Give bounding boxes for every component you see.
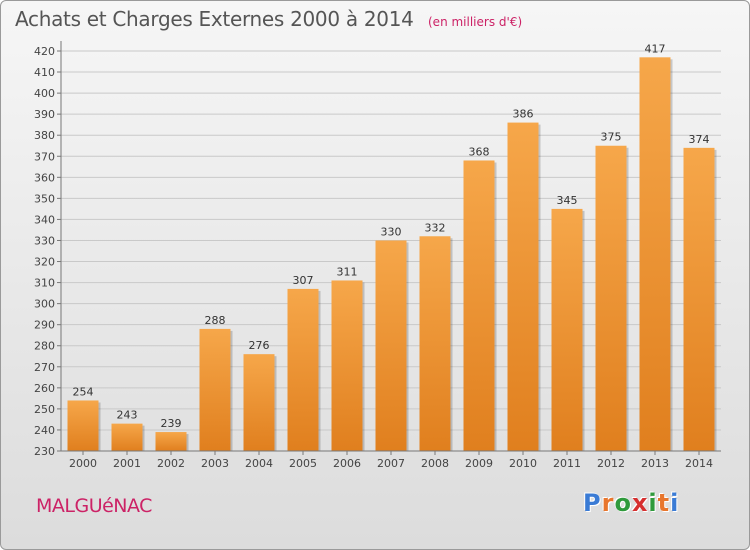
bar xyxy=(595,145,627,451)
logo-letter: x xyxy=(631,489,649,517)
bars xyxy=(67,57,717,451)
bar xyxy=(551,208,583,451)
y-tick-label: 240 xyxy=(34,424,55,437)
y-tick-label: 390 xyxy=(34,108,55,121)
logo-letter: o xyxy=(614,489,632,517)
x-tick-label: 2006 xyxy=(333,457,361,470)
y-tick-label: 260 xyxy=(34,382,55,395)
x-tick-label: 2014 xyxy=(685,457,713,470)
x-tick-label: 2009 xyxy=(465,457,493,470)
bar-value-label: 330 xyxy=(381,225,402,238)
y-tick-label: 230 xyxy=(34,445,55,458)
bar xyxy=(507,122,539,451)
logo-letter: i xyxy=(670,489,680,517)
y-axis: 230 240 250 260 270 280 290 300 310 320 330 340 350 3… xyxy=(34,41,62,458)
x-tick-label: 2008 xyxy=(421,457,449,470)
x-tick-label: 2005 xyxy=(289,457,317,470)
y-tick-label: 370 xyxy=(34,150,55,163)
x-tick-label: 2003 xyxy=(201,457,229,470)
value-labels: 254 243 239 288 276 307 311 330 332 368 386 345 375 4… xyxy=(73,42,710,430)
y-tick-label: 250 xyxy=(34,403,55,416)
bar-value-label: 345 xyxy=(557,194,578,207)
y-tick-label: 270 xyxy=(34,361,55,374)
bar xyxy=(67,400,99,451)
bar xyxy=(419,236,451,451)
x-tick-label: 2001 xyxy=(113,457,141,470)
bar xyxy=(155,432,187,451)
proxiti-logo: Proxiti xyxy=(583,489,679,517)
bar-value-label: 288 xyxy=(205,314,226,327)
y-tick-label: 400 xyxy=(34,87,55,100)
bar xyxy=(287,288,319,451)
y-tick-label: 350 xyxy=(34,192,55,205)
chart-subtitle: (en milliers d'€) xyxy=(428,15,523,29)
bar xyxy=(375,240,407,451)
bar xyxy=(463,160,495,451)
y-tick-label: 340 xyxy=(34,213,55,226)
y-tick-label: 420 xyxy=(34,45,55,58)
x-tick-label: 2002 xyxy=(157,457,185,470)
bar xyxy=(331,280,363,451)
x-tick-label: 2004 xyxy=(245,457,273,470)
bar xyxy=(683,147,715,451)
title-row: Achats et Charges Externes 2000 à 2014 (… xyxy=(15,7,522,31)
y-tick-label: 380 xyxy=(34,129,55,142)
bar-value-label: 311 xyxy=(337,265,358,278)
bar xyxy=(199,328,231,451)
bar-value-label: 417 xyxy=(645,42,666,55)
bar-value-label: 254 xyxy=(73,385,94,398)
bar xyxy=(243,354,275,451)
y-tick-label: 330 xyxy=(34,234,55,247)
x-tick-label: 2007 xyxy=(377,457,405,470)
logo-letter: r xyxy=(601,489,615,517)
y-tick-label: 310 xyxy=(34,277,55,290)
bar-value-label: 374 xyxy=(689,133,710,146)
y-tick-label: 280 xyxy=(34,340,55,353)
bar-value-label: 307 xyxy=(293,274,314,287)
y-tick-label: 300 xyxy=(34,298,55,311)
y-tick-label: 320 xyxy=(34,256,55,269)
x-tick-label: 2011 xyxy=(553,457,581,470)
bar-value-label: 375 xyxy=(601,131,622,144)
bar-value-label: 276 xyxy=(249,339,270,352)
commune-name: MALGUéNAC xyxy=(36,495,152,517)
y-tick-label: 290 xyxy=(34,319,55,332)
x-tick-label: 2010 xyxy=(509,457,537,470)
logo-letter: P xyxy=(583,489,602,517)
bar-value-label: 368 xyxy=(469,145,490,158)
bar xyxy=(639,57,671,451)
bar xyxy=(111,423,143,451)
x-axis: 2000 2001 2002 2003 2004 2005 2006 2007 2008 2009… xyxy=(61,450,721,470)
y-tick-label: 410 xyxy=(34,66,55,79)
x-tick-label: 2000 xyxy=(69,457,97,470)
bar-value-label: 243 xyxy=(117,409,138,422)
logo-letter: i xyxy=(648,489,658,517)
y-tick-label: 360 xyxy=(34,171,55,184)
x-tick-label: 2012 xyxy=(597,457,625,470)
logo-letter: t xyxy=(657,489,671,517)
chart-title: Achats et Charges Externes 2000 à 2014 xyxy=(15,7,414,31)
bar-value-label: 332 xyxy=(425,221,446,234)
bar-value-label: 386 xyxy=(513,108,534,121)
bar-value-label: 239 xyxy=(161,417,182,430)
x-tick-label: 2013 xyxy=(641,457,669,470)
